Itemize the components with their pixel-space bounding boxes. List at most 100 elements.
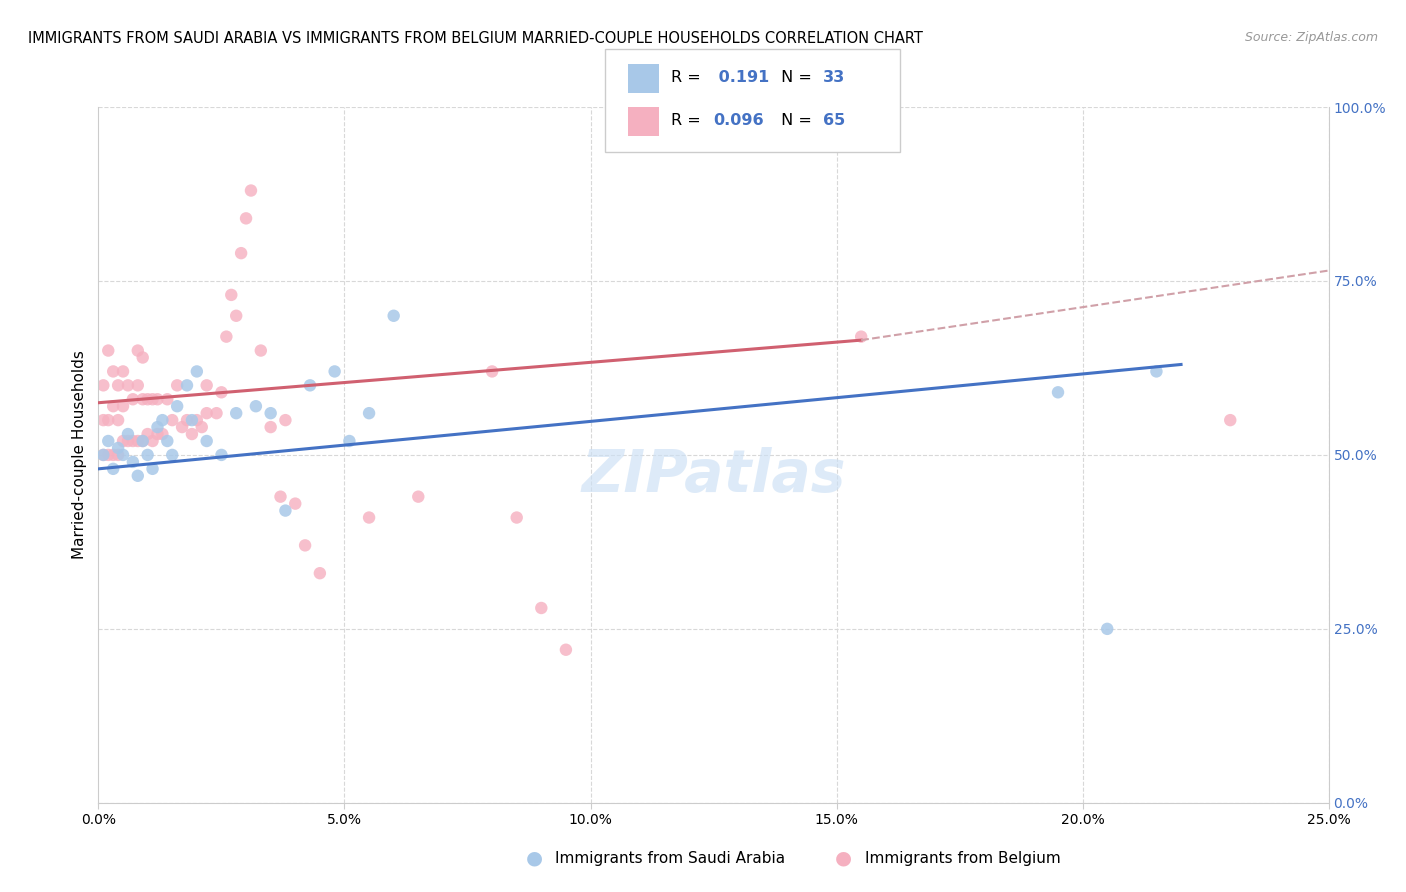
Point (339, 434, 360, 448)
Point (136, 392, 159, 407)
Point (284, 497, 307, 511)
Point (127, 343, 149, 358)
Text: ZIPatlas: ZIPatlas (581, 447, 846, 504)
Point (97, 434, 120, 448)
Text: 65: 65 (823, 113, 845, 128)
Text: Immigrants from Saudi Arabia: Immigrants from Saudi Arabia (555, 851, 786, 865)
Point (359, 406, 381, 420)
Point (117, 378, 139, 392)
Point (142, 392, 165, 407)
Text: 0.096: 0.096 (713, 113, 763, 128)
Point (117, 434, 139, 448)
Point (122, 455, 145, 469)
Point (481, 364, 503, 378)
Point (408, 490, 430, 504)
Point (132, 392, 155, 407)
Point (186, 364, 208, 378)
Point (555, 642, 578, 657)
Point (162, 448, 183, 462)
Text: 33: 33 (823, 70, 845, 86)
Point (211, 448, 233, 462)
Text: R =: R = (671, 113, 706, 128)
Point (359, 510, 381, 524)
Point (156, 392, 179, 407)
Point (132, 434, 155, 448)
Point (127, 378, 149, 392)
Point (103, 399, 125, 413)
Point (506, 510, 529, 524)
Point (1097, 622, 1119, 636)
Point (93, 448, 115, 462)
Point (231, 246, 253, 260)
Point (112, 399, 135, 413)
Point (299, 378, 322, 392)
Point (849, 329, 872, 343)
Point (122, 434, 145, 448)
Point (146, 427, 169, 442)
Point (146, 392, 169, 407)
Point (107, 413, 129, 427)
Point (103, 462, 125, 476)
Point (132, 434, 155, 448)
Point (132, 351, 155, 365)
Point (309, 566, 332, 581)
Text: Source: ZipAtlas.com: Source: ZipAtlas.com (1244, 31, 1378, 45)
Text: ●: ● (526, 848, 543, 868)
Point (530, 601, 553, 615)
Point (107, 448, 129, 462)
Point (195, 378, 218, 392)
Point (176, 378, 198, 392)
Text: N =: N = (776, 113, 817, 128)
Y-axis label: Married-couple Households: Married-couple Households (72, 351, 87, 559)
Point (181, 427, 204, 442)
Point (274, 413, 297, 427)
Point (97, 343, 120, 358)
Point (191, 420, 214, 434)
Text: IMMIGRANTS FROM SAUDI ARABIA VS IMMIGRANTS FROM BELGIUM MARRIED-COUPLE HOUSEHOLD: IMMIGRANTS FROM SAUDI ARABIA VS IMMIGRAN… (28, 31, 922, 46)
Point (142, 434, 165, 448)
Point (250, 343, 273, 358)
Point (97, 448, 120, 462)
Point (112, 448, 135, 462)
Point (270, 490, 292, 504)
Point (122, 392, 145, 407)
Point (239, 184, 263, 198)
Text: Immigrants from Belgium: Immigrants from Belgium (865, 851, 1060, 865)
Point (195, 406, 218, 420)
Text: N =: N = (776, 70, 817, 86)
Point (1219, 413, 1241, 427)
Point (181, 413, 204, 427)
Point (1144, 364, 1167, 378)
Point (152, 413, 174, 427)
Point (1046, 385, 1070, 400)
Point (211, 385, 233, 400)
Point (107, 441, 129, 455)
Point (146, 420, 169, 434)
Point (382, 309, 405, 323)
Point (176, 413, 198, 427)
Point (93, 413, 115, 427)
Point (127, 434, 149, 448)
Point (274, 503, 297, 517)
Point (103, 448, 125, 462)
Point (136, 427, 159, 442)
Point (260, 406, 283, 420)
Point (156, 434, 179, 448)
Point (112, 434, 135, 448)
Point (260, 420, 283, 434)
Point (142, 462, 165, 476)
Point (117, 427, 139, 442)
Point (97, 413, 120, 427)
Point (294, 538, 316, 552)
Text: ●: ● (835, 848, 852, 868)
Point (166, 399, 188, 413)
Point (166, 378, 188, 392)
Point (127, 468, 149, 483)
Point (162, 413, 183, 427)
Point (93, 448, 115, 462)
Point (323, 364, 346, 378)
Point (93, 378, 115, 392)
Point (225, 309, 247, 323)
Point (245, 399, 267, 413)
Text: 0.191: 0.191 (713, 70, 769, 86)
